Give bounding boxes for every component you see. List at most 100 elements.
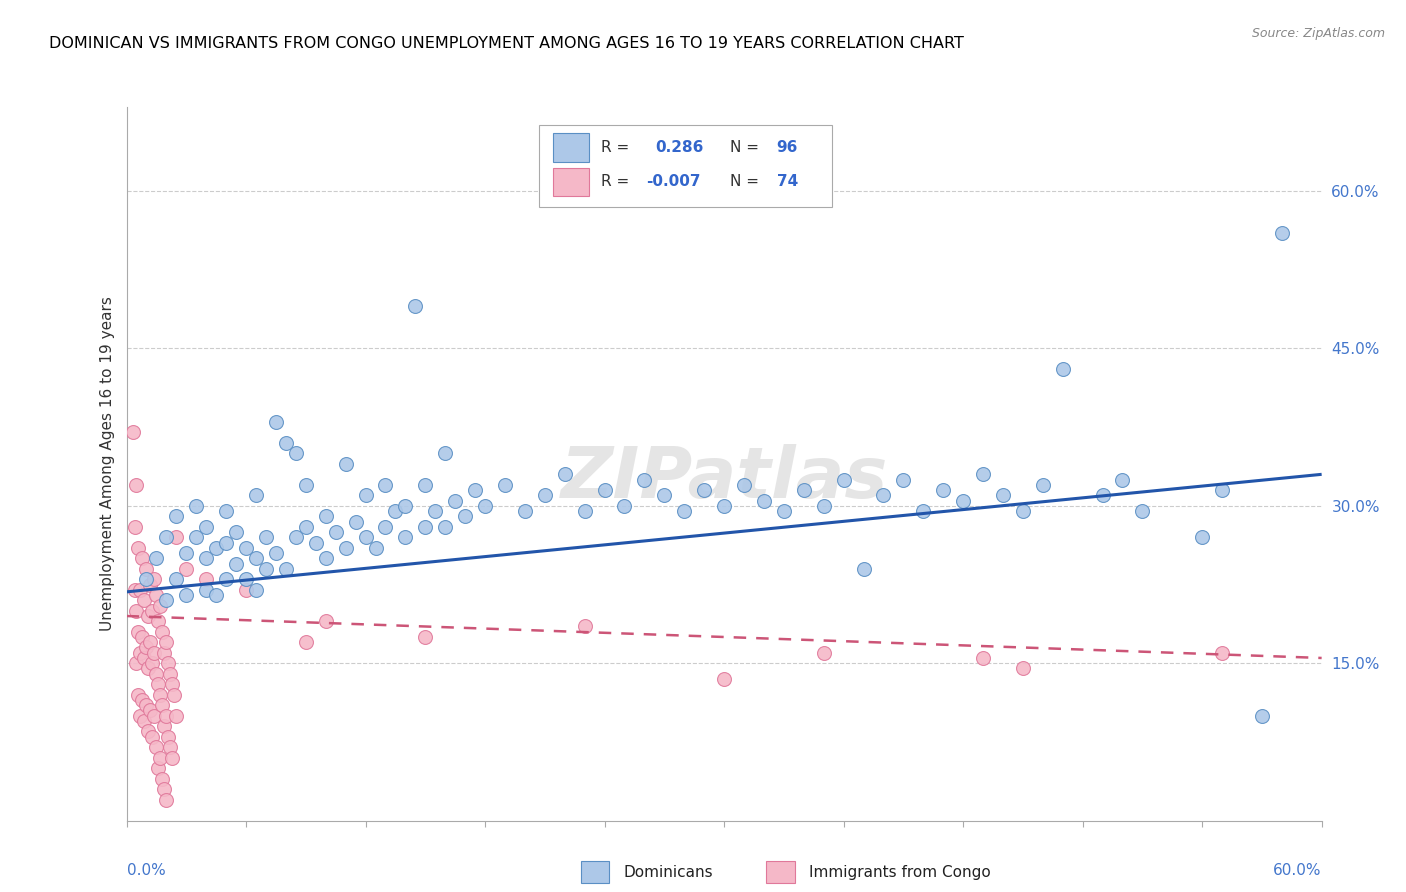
- Point: [124, 582, 146, 597]
- Point: [354, 488, 377, 502]
- Point: [141, 604, 163, 618]
- Point: [494, 478, 516, 492]
- Point: [134, 593, 156, 607]
- Point: [215, 535, 238, 549]
- Point: [145, 740, 167, 755]
- Point: [129, 646, 152, 660]
- Point: [315, 614, 337, 628]
- Point: [195, 520, 218, 534]
- Point: [121, 425, 143, 440]
- Point: [264, 546, 287, 560]
- Point: [554, 467, 576, 482]
- Point: [127, 541, 149, 555]
- Point: [444, 493, 467, 508]
- Point: [215, 504, 238, 518]
- Point: [155, 530, 177, 544]
- Point: [127, 688, 149, 702]
- Point: [125, 657, 148, 671]
- Point: [155, 792, 177, 806]
- Text: -0.007: -0.007: [647, 175, 702, 189]
- Point: [1052, 362, 1074, 376]
- Point: [135, 698, 157, 713]
- Point: [413, 478, 436, 492]
- Text: 96: 96: [776, 140, 799, 155]
- Point: [713, 672, 735, 686]
- Point: [305, 535, 328, 549]
- Point: [354, 530, 377, 544]
- Point: [294, 520, 316, 534]
- Point: [153, 782, 176, 797]
- Point: [174, 546, 197, 560]
- Point: [284, 530, 307, 544]
- Point: [145, 666, 167, 681]
- Point: [294, 478, 316, 492]
- Point: [593, 483, 616, 497]
- Point: [1211, 483, 1233, 497]
- Point: [574, 619, 596, 633]
- Point: [464, 483, 486, 497]
- Point: [159, 666, 181, 681]
- Point: [129, 708, 152, 723]
- Point: [157, 730, 180, 744]
- Point: [891, 473, 914, 487]
- Point: [254, 562, 277, 576]
- Point: [852, 562, 875, 576]
- Point: [155, 708, 177, 723]
- Point: [325, 524, 347, 539]
- Point: [139, 635, 162, 649]
- Point: [150, 698, 174, 713]
- Point: [135, 562, 157, 576]
- Point: [991, 488, 1014, 502]
- Point: [148, 677, 170, 691]
- Point: [145, 551, 167, 566]
- Point: [1130, 504, 1153, 518]
- Point: [315, 551, 337, 566]
- Point: [972, 467, 994, 482]
- Point: [131, 551, 153, 566]
- Text: ZIPatlas: ZIPatlas: [561, 443, 887, 513]
- Point: [163, 688, 186, 702]
- Point: [143, 708, 166, 723]
- Point: [149, 750, 172, 764]
- Point: [157, 657, 180, 671]
- Text: Dominicans: Dominicans: [624, 864, 713, 880]
- Point: [1111, 473, 1133, 487]
- Point: [235, 572, 257, 586]
- Point: [254, 530, 277, 544]
- Point: [124, 520, 146, 534]
- Point: [284, 446, 307, 460]
- Bar: [553, 134, 589, 162]
- Point: [129, 582, 152, 597]
- Point: [150, 772, 174, 786]
- Point: [245, 551, 267, 566]
- Point: [872, 488, 894, 502]
- Point: [153, 719, 176, 733]
- Text: R =: R =: [600, 175, 630, 189]
- Point: [131, 630, 153, 644]
- Point: [404, 300, 426, 314]
- Point: [813, 646, 835, 660]
- Point: [733, 478, 755, 492]
- Bar: [581, 861, 609, 883]
- Point: [374, 478, 396, 492]
- Point: [162, 750, 184, 764]
- Point: [186, 530, 208, 544]
- Point: [186, 499, 208, 513]
- Bar: [553, 168, 589, 196]
- Point: [1011, 661, 1033, 675]
- Point: [513, 504, 536, 518]
- Point: [1011, 504, 1033, 518]
- Point: [195, 551, 218, 566]
- Point: [673, 504, 696, 518]
- Point: [150, 624, 174, 639]
- Point: [139, 703, 162, 717]
- Point: [159, 740, 181, 755]
- Point: [205, 541, 228, 555]
- Point: [832, 473, 855, 487]
- Point: [141, 730, 163, 744]
- Point: [454, 509, 477, 524]
- Point: [274, 562, 297, 576]
- Point: [972, 651, 994, 665]
- Point: [1271, 226, 1294, 240]
- Point: [245, 582, 267, 597]
